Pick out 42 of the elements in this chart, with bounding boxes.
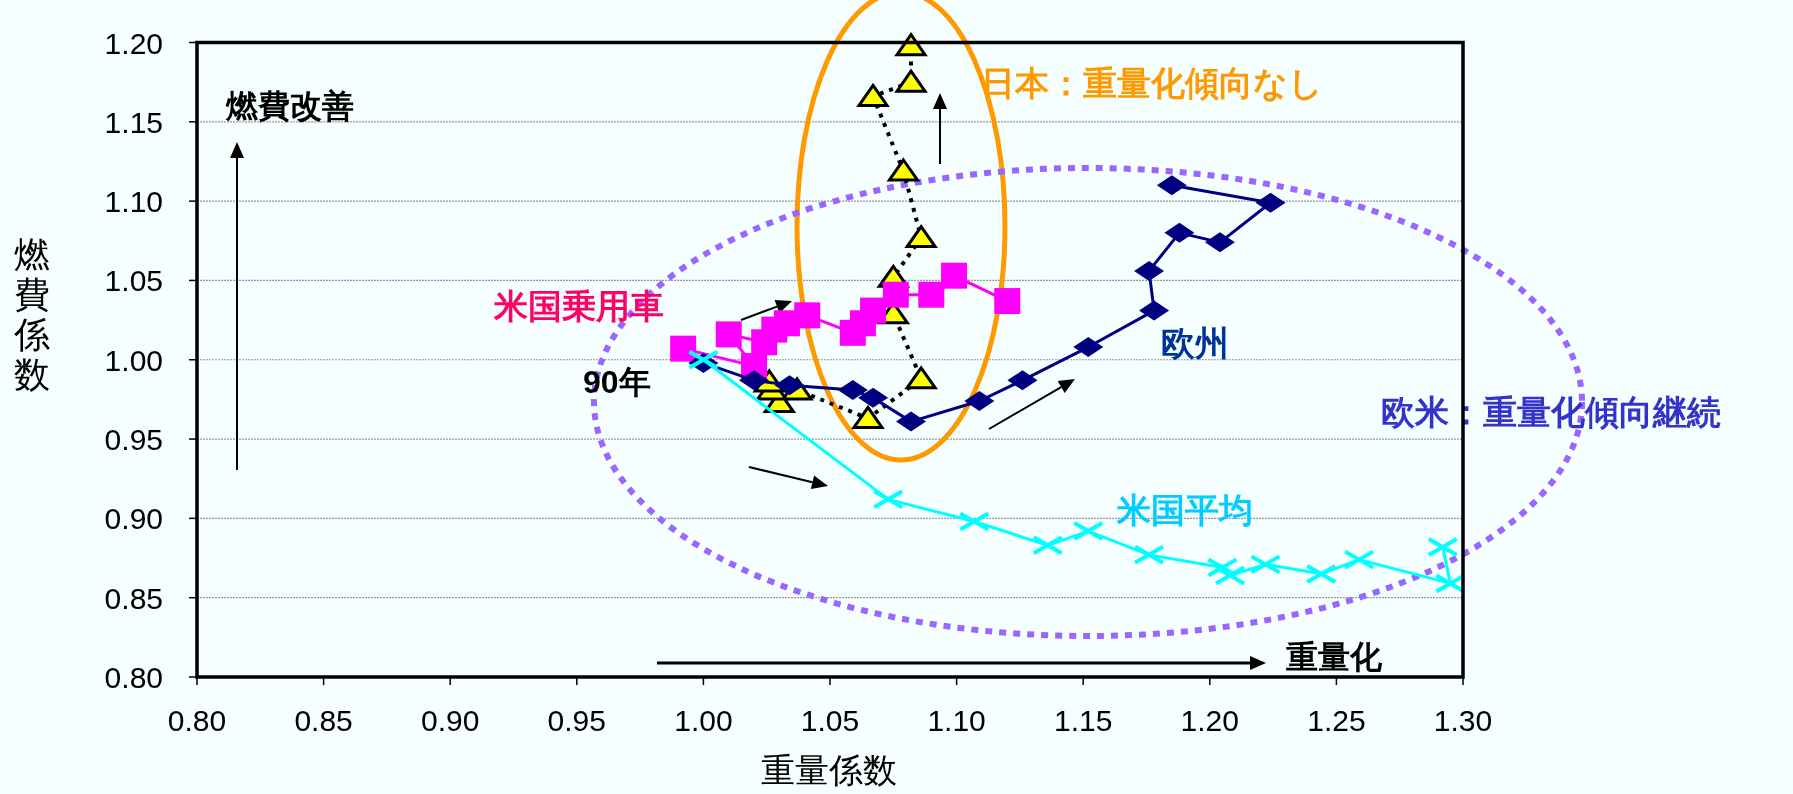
point — [857, 83, 889, 107]
x-tick-label: 0.80 — [167, 704, 227, 737]
x-tick-label: 1.25 — [1307, 704, 1366, 737]
y-tick-label: 0.95 — [104, 423, 163, 457]
x-tick-label: 0.90 — [421, 704, 480, 737]
x-tick-label: 1.05 — [800, 704, 860, 737]
y-tick-label: 0.90 — [104, 502, 163, 536]
x-axis-title: 重量係数 — [761, 751, 897, 789]
y-tick-label: 1.20 — [104, 26, 163, 60]
y-axis-title: 燃費係数 — [13, 234, 50, 395]
x-tick-label: 0.85 — [294, 704, 353, 737]
point — [887, 158, 919, 182]
y-tick-label: 1.00 — [104, 343, 163, 377]
point — [941, 262, 968, 289]
series-label: 米国乗用車 — [493, 287, 664, 325]
x-tick-label: 1.10 — [927, 704, 986, 737]
point — [905, 366, 937, 390]
point — [852, 405, 884, 429]
x-tick-label: 1.20 — [1180, 704, 1239, 737]
point — [670, 335, 697, 362]
y-tick-label: 0.80 — [104, 661, 163, 694]
point — [918, 281, 945, 308]
point — [715, 321, 742, 348]
annotation: 欧米：重量化傾向継続 — [1381, 393, 1721, 431]
y-tick-label: 1.10 — [104, 185, 163, 219]
point — [905, 225, 937, 249]
point — [895, 33, 927, 57]
annotation: 90年 — [583, 364, 651, 400]
x-tick-label: 1.15 — [1054, 704, 1113, 737]
x-tick-label: 1.30 — [1433, 704, 1493, 737]
point — [882, 281, 909, 308]
x-tick-label: 0.95 — [547, 704, 606, 737]
y-tick-label: 1.05 — [104, 264, 163, 298]
y-tick-label: 1.15 — [104, 105, 163, 139]
y-tick-label: 0.85 — [104, 581, 163, 615]
point — [994, 288, 1021, 315]
point — [895, 69, 927, 93]
x-tick-label: 1.00 — [674, 704, 733, 737]
series-label: 米国平均 — [1116, 491, 1253, 529]
annotation: 重量化 — [1286, 639, 1383, 675]
series-label: 欧州 — [1161, 324, 1229, 362]
annotation: 燃費改善 — [225, 88, 354, 124]
